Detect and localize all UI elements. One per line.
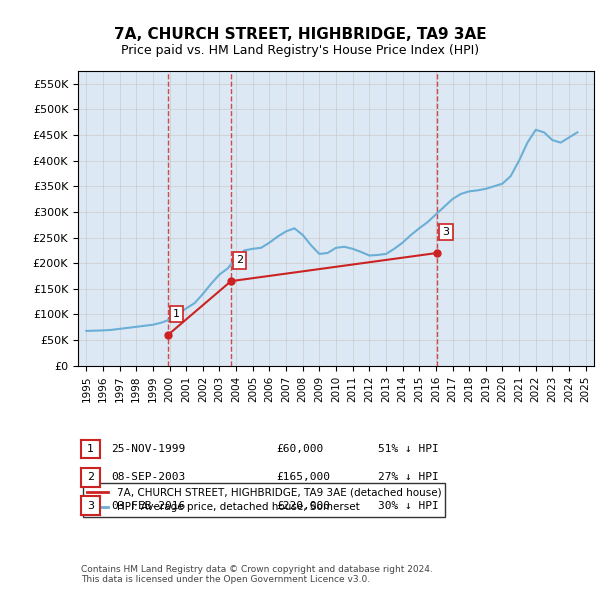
Text: Price paid vs. HM Land Registry's House Price Index (HPI): Price paid vs. HM Land Registry's House … — [121, 44, 479, 57]
Text: 3: 3 — [87, 501, 94, 510]
Text: 51% ↓ HPI: 51% ↓ HPI — [378, 444, 439, 454]
Text: 7A, CHURCH STREET, HIGHBRIDGE, TA9 3AE: 7A, CHURCH STREET, HIGHBRIDGE, TA9 3AE — [113, 27, 487, 41]
Text: 27% ↓ HPI: 27% ↓ HPI — [378, 473, 439, 482]
Text: £165,000: £165,000 — [276, 473, 330, 482]
Text: £220,000: £220,000 — [276, 501, 330, 510]
Text: 03-FEB-2016: 03-FEB-2016 — [111, 501, 185, 510]
Text: 1: 1 — [87, 444, 94, 454]
Text: 2: 2 — [87, 473, 94, 482]
Text: 2: 2 — [236, 255, 243, 265]
Text: 1: 1 — [173, 309, 180, 319]
Text: Contains HM Land Registry data © Crown copyright and database right 2024.
This d: Contains HM Land Registry data © Crown c… — [81, 565, 433, 584]
Text: £60,000: £60,000 — [276, 444, 323, 454]
Text: 3: 3 — [442, 227, 449, 237]
Text: 25-NOV-1999: 25-NOV-1999 — [111, 444, 185, 454]
Text: 30% ↓ HPI: 30% ↓ HPI — [378, 501, 439, 510]
Legend: 7A, CHURCH STREET, HIGHBRIDGE, TA9 3AE (detached house), HPI: Average price, det: 7A, CHURCH STREET, HIGHBRIDGE, TA9 3AE (… — [83, 483, 445, 517]
Text: 08-SEP-2003: 08-SEP-2003 — [111, 473, 185, 482]
